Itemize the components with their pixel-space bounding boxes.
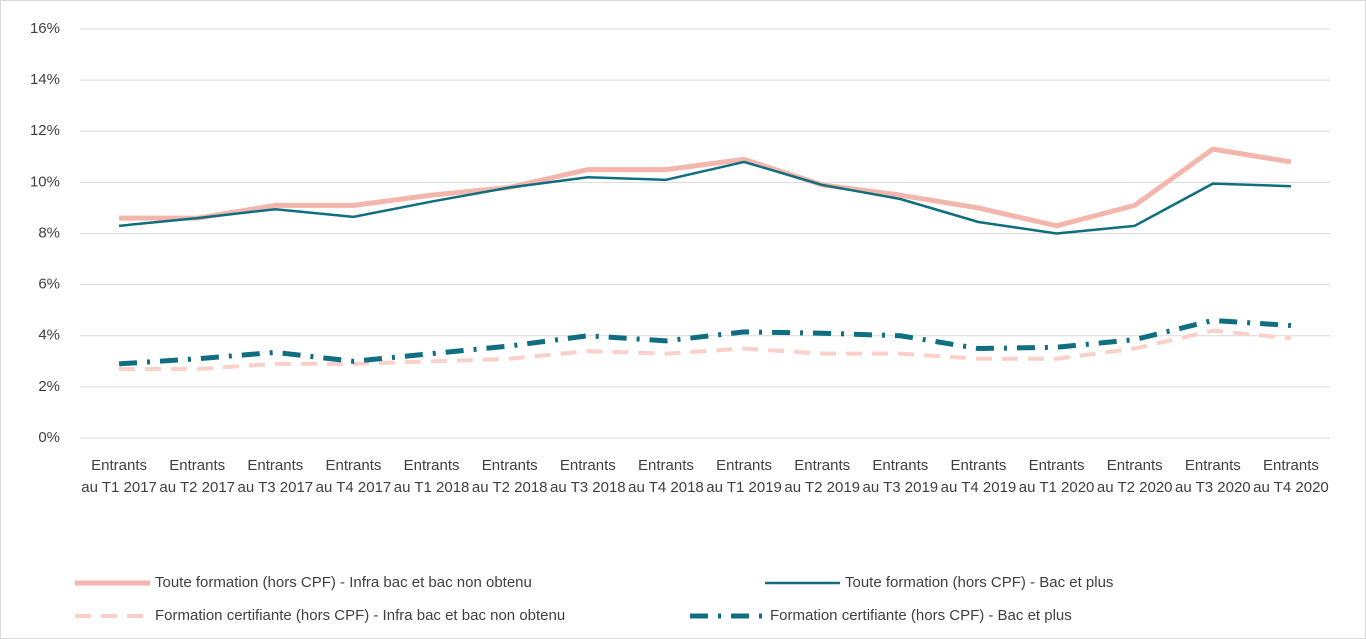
series-line [118, 317, 1292, 367]
x-tick-label: Entrants au T3 2019 [862, 457, 939, 496]
x-tick-label: Entrants au T1 2017 [81, 457, 157, 496]
y-tick-label: 10% [30, 173, 60, 190]
y-tick-label: 6% [38, 276, 60, 293]
y-tick-label: 12% [30, 122, 60, 139]
series-line [118, 160, 1291, 235]
x-tick-label: Entrants au T2 2019 [784, 457, 860, 496]
x-tick-label: Entrants au T3 2017 [237, 457, 314, 496]
x-tick-label: Entrants au T2 2018 [471, 457, 548, 496]
x-tick-label: Entrants au T4 2018 [628, 457, 704, 496]
y-tick-label: 16% [30, 20, 60, 37]
x-tick-label: Entrants au T1 2020 [1018, 457, 1095, 496]
x-tick-label: Entrants au T1 2018 [393, 457, 470, 496]
y-tick-label: 8% [38, 224, 60, 241]
series-line [119, 146, 1292, 229]
x-tick-label: Entrants au T1 2019 [706, 457, 782, 496]
y-tick-label: 14% [30, 71, 60, 88]
legend-label: Toute formation (hors CPF) - Bac et plus [845, 574, 1113, 591]
x-tick-label: Entrants au T4 2017 [315, 457, 392, 496]
x-tick-label: Entrants au T3 2020 [1175, 457, 1251, 496]
legend-label: Formation certifiante (hors CPF) - Infra… [155, 607, 565, 624]
legend-label: Toute formation (hors CPF) - Infra bac e… [155, 574, 532, 591]
x-tick-label: Entrants au T2 2017 [159, 457, 235, 496]
series-line [119, 328, 1292, 371]
x-tick-label: Entrants au T3 2018 [550, 457, 626, 496]
x-tick-label: Entrants au T4 2020 [1253, 457, 1329, 496]
y-tick-label: 4% [38, 327, 60, 344]
y-tick-label: 0% [38, 429, 60, 446]
y-tick-label: 2% [38, 378, 60, 395]
legend-label: Formation certifiante (hors CPF) - Bac e… [770, 607, 1072, 624]
x-tick-label: Entrants au T4 2019 [940, 457, 1017, 496]
x-tick-label: Entrants au T2 2020 [1096, 457, 1173, 496]
